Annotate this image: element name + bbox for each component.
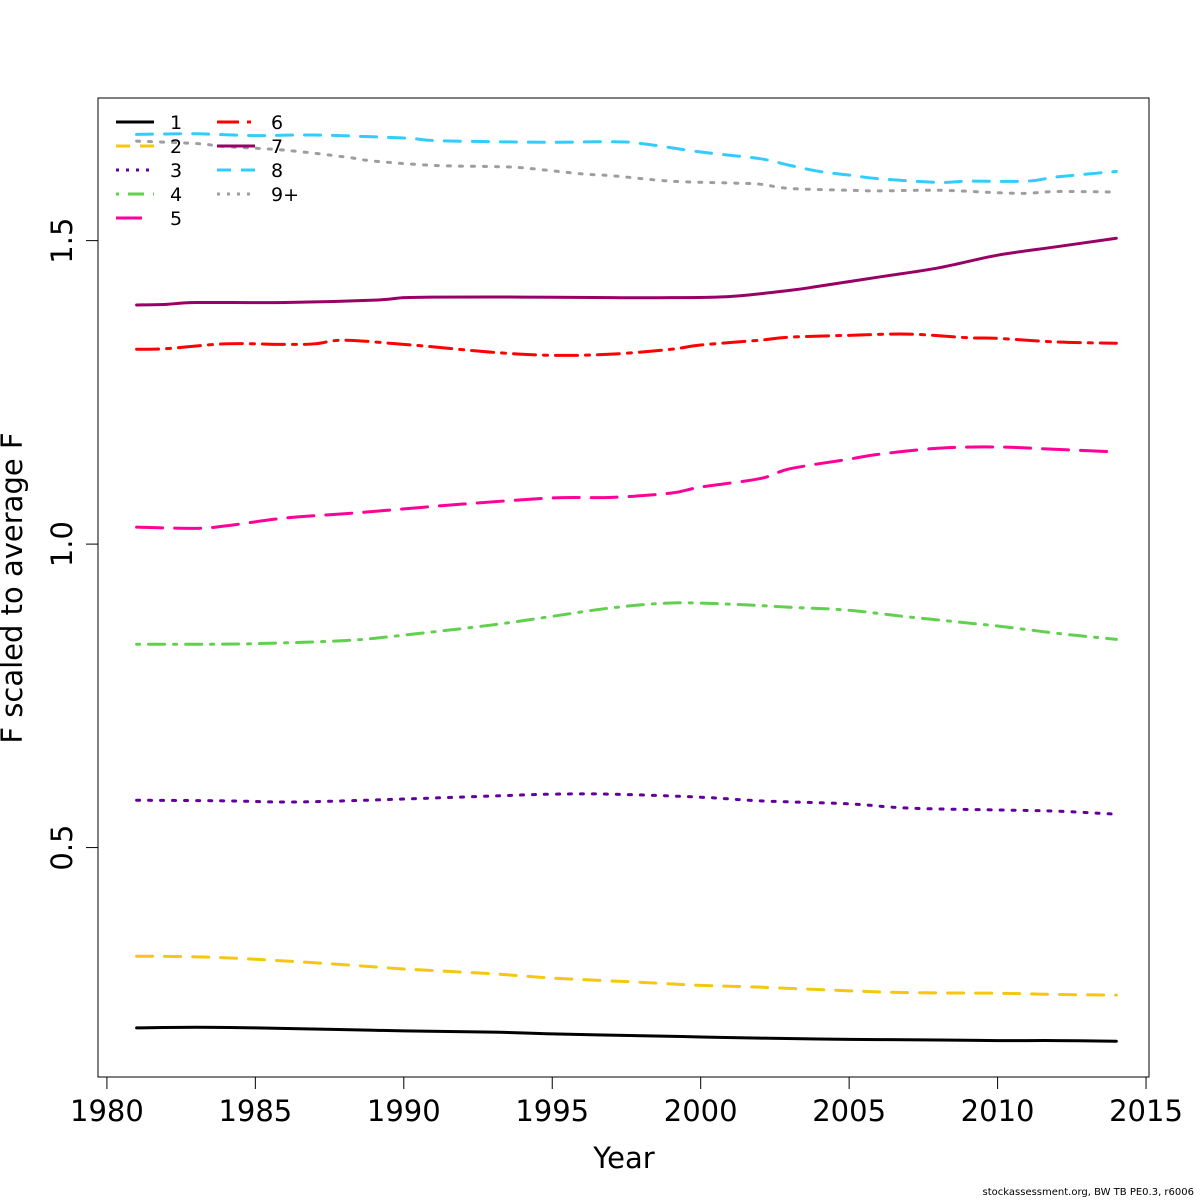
- y-tick-label: 0.5: [45, 825, 79, 871]
- y-tick-label: 1.5: [45, 218, 79, 264]
- x-tick-label: 1980: [70, 1094, 144, 1128]
- x-tick-label: 2010: [961, 1094, 1035, 1128]
- plot-frame: [97, 97, 1150, 1078]
- x-tick-label: 1990: [367, 1094, 441, 1128]
- x-axis-label: Year: [592, 1141, 654, 1175]
- series-line-5: [135, 445, 1118, 530]
- x-tick-label: 2005: [812, 1094, 886, 1128]
- legend-label: 1: [170, 112, 182, 134]
- series-line-9plus: [135, 139, 1118, 195]
- x-tick-label: 2000: [664, 1094, 738, 1128]
- x-tick-label: 2015: [1109, 1094, 1183, 1128]
- legend-label: 6: [271, 112, 283, 134]
- series-line-4: [135, 601, 1118, 646]
- legend-label: 4: [170, 184, 182, 206]
- series-line-2: [135, 954, 1118, 997]
- legend-label: 8: [271, 160, 283, 182]
- series-line-1: [135, 1025, 1118, 1043]
- legend-label: 3: [170, 160, 182, 182]
- series-line-3: [135, 792, 1118, 816]
- y-tick-label: 1.0: [45, 521, 79, 567]
- x-axis: 1980 1985 1990 1995 2000 2005 2010 2015: [70, 1076, 1183, 1128]
- x-tick-label: 1995: [515, 1094, 589, 1128]
- x-tick-label: 1985: [218, 1094, 292, 1128]
- legend-label: 5: [170, 208, 182, 230]
- legend-label: 7: [271, 136, 283, 158]
- series-line-8: [135, 132, 1118, 184]
- series-layer: [135, 132, 1118, 1043]
- series-line-6: [135, 332, 1118, 357]
- legend-label: 9+: [271, 184, 299, 206]
- y-axis-label: F scaled to average F: [0, 432, 29, 743]
- y-axis: 0.5 1.0 1.5: [45, 218, 99, 871]
- footer-credit: stockassessment.org, BW TB PE0.3, r6006: [982, 1187, 1194, 1198]
- series-line-7: [135, 236, 1118, 307]
- legend-label: 2: [170, 136, 182, 158]
